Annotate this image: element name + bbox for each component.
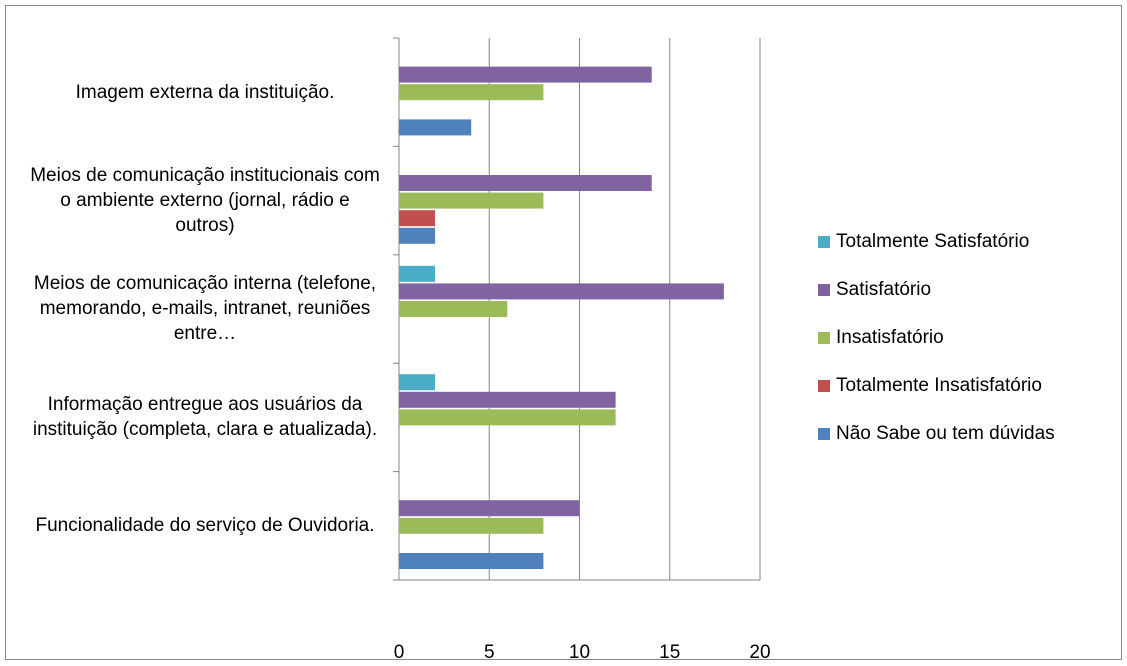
bar [399, 84, 544, 101]
legend-swatch [818, 284, 830, 296]
legend-label: Insatisfatório [836, 327, 944, 348]
y-tick-label: Informação entregue aos usuários da inst… [32, 394, 378, 441]
legend-label: Totalmente Insatisfatório [836, 375, 1042, 396]
legend-label: Satisfatório [836, 279, 931, 300]
legend-label: Não Sabe ou tem dúvidas [836, 423, 1055, 444]
legend-swatch [818, 428, 830, 440]
bar [399, 283, 724, 300]
x-tick-label: 5 [484, 642, 495, 663]
y-tick-label: Meios de comunicação interna (telefone, … [33, 273, 377, 345]
bar [399, 409, 616, 426]
bar [399, 374, 436, 391]
x-tick-label: 0 [394, 642, 405, 663]
x-tick-label: 20 [749, 642, 770, 663]
legend-label: Totalmente Satisfatório [836, 231, 1029, 252]
bar [399, 553, 544, 569]
bar [399, 66, 652, 83]
bar [399, 192, 544, 209]
y-tick-label: Funcionalidade do serviço de Ouvidoria. [35, 515, 375, 537]
bar [399, 500, 580, 517]
bar [399, 119, 472, 136]
x-tick-label: 15 [659, 642, 680, 663]
bar [399, 175, 652, 191]
bar [399, 210, 436, 227]
bar [399, 301, 508, 317]
chart-border [5, 5, 1122, 660]
legend-swatch [818, 236, 830, 248]
y-tick-label: Imagem externa da instituição. [75, 81, 335, 103]
legend-swatch [818, 380, 830, 392]
bar [399, 391, 616, 408]
legend-swatch [818, 332, 830, 344]
bar [399, 227, 436, 244]
x-tick-label: 10 [569, 642, 590, 663]
y-tick-label: Meios de comunicação institucionais com … [30, 164, 380, 236]
bar [399, 265, 436, 282]
bar [399, 517, 544, 534]
